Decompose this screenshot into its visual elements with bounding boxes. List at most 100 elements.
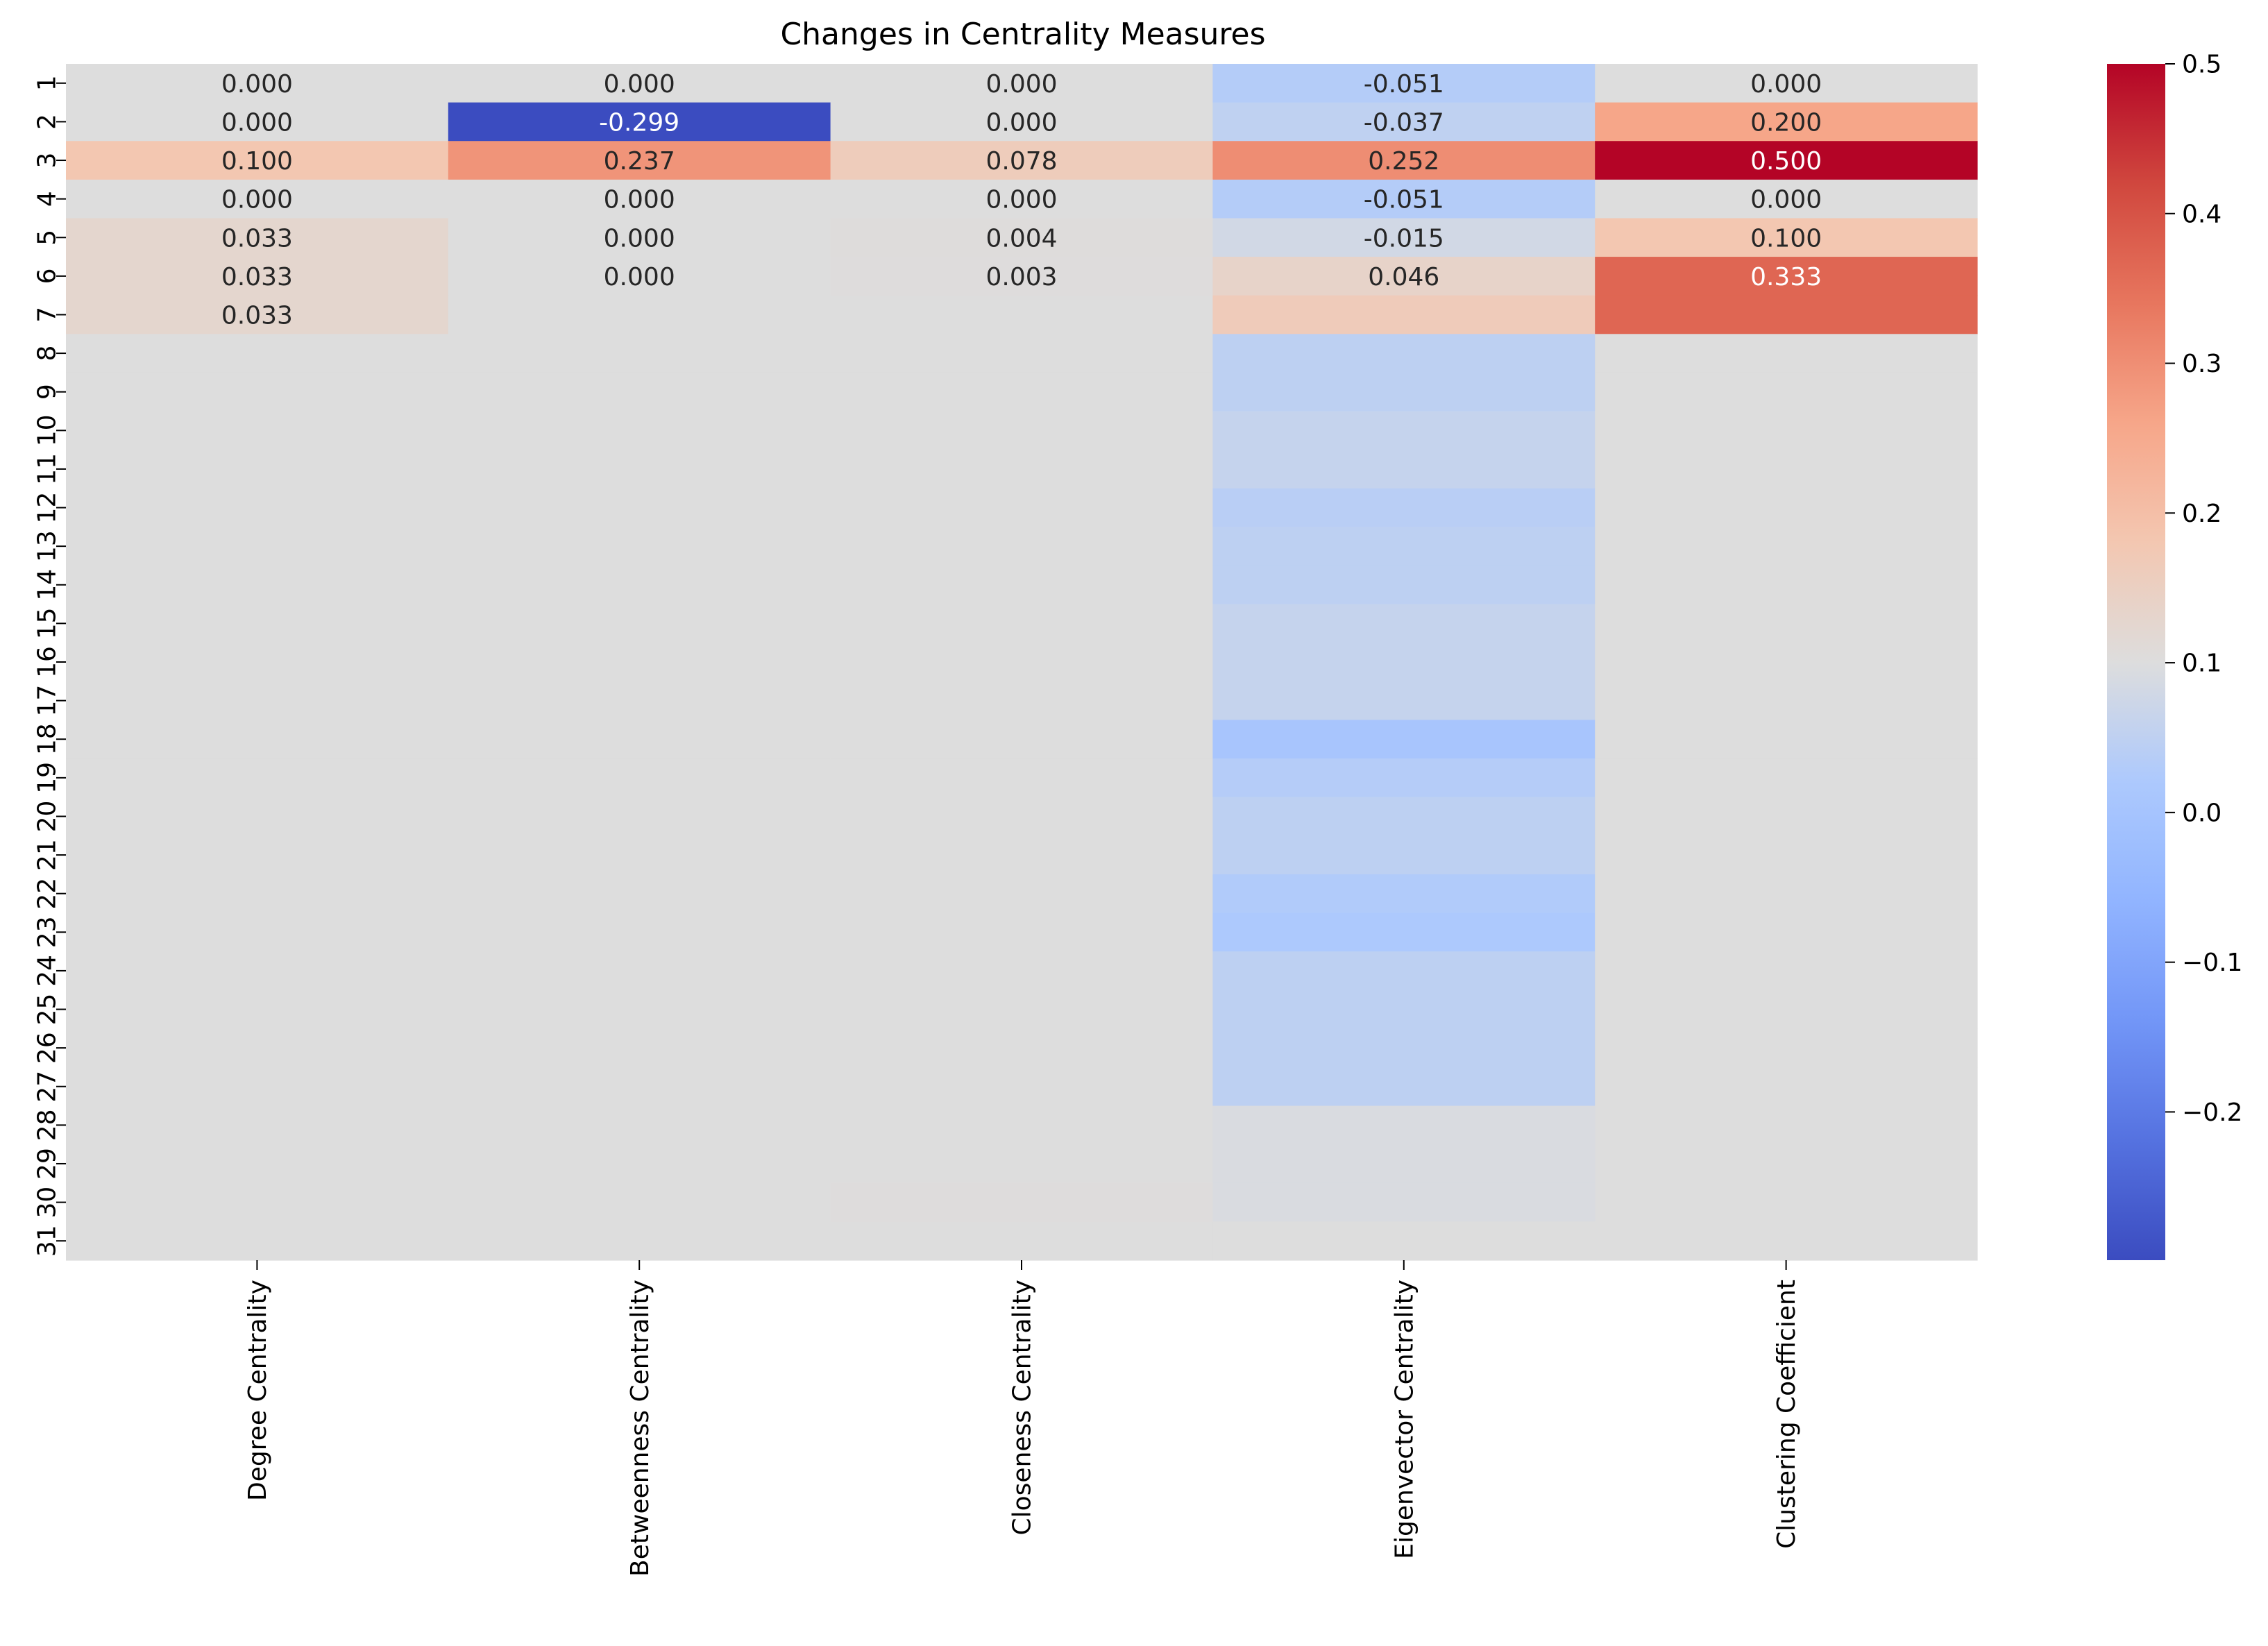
y-tick-label: 14 xyxy=(33,569,62,601)
heatmap-cell xyxy=(830,372,1213,412)
heatmap-cell xyxy=(1212,681,1596,721)
y-tick-label: 17 xyxy=(33,685,62,717)
heatmap-cell xyxy=(1212,372,1596,412)
heatmap-cell xyxy=(1595,1105,1978,1145)
cell-annotation: 0.000 xyxy=(221,70,293,99)
heatmap-cell xyxy=(66,218,449,257)
heatmap-cell xyxy=(66,643,449,682)
heatmap-cell xyxy=(1595,295,1978,334)
heatmap-cell xyxy=(448,257,831,296)
heatmap-cell xyxy=(66,64,449,103)
heatmap-cell xyxy=(66,179,449,219)
heatmap-cell xyxy=(1212,527,1596,566)
heatmap-cell xyxy=(448,990,831,1029)
heatmap-cell xyxy=(448,835,831,875)
heatmap-cell xyxy=(1595,604,1978,643)
chart-title: Changes in Centrality Measures xyxy=(780,17,1265,52)
heatmap-cell xyxy=(66,720,449,759)
heatmap-cell xyxy=(1212,257,1596,296)
cell-annotations: 0.000 0.000 0.000 -0.051 0.000 0.000 -0.299 0.0… xyxy=(221,70,1822,330)
heatmap-cell xyxy=(1595,758,1978,798)
heatmap-cell xyxy=(1212,990,1596,1029)
heatmap-cell xyxy=(66,874,449,914)
cell-annotation: 0.000 xyxy=(221,186,293,214)
heatmap-cell xyxy=(1212,1105,1596,1145)
cell-annotation: 0.000 xyxy=(221,108,293,137)
heatmap-cell xyxy=(66,527,449,566)
heatmap-cell xyxy=(1212,1067,1596,1107)
colorbar-tick-label: −0.2 xyxy=(2182,1098,2242,1127)
heatmap-cell xyxy=(66,1221,449,1261)
x-tick-label: Clustering Coefficient xyxy=(1772,1280,1801,1549)
y-tick-label: 19 xyxy=(33,762,62,794)
colorbar-tick-label: 0.4 xyxy=(2182,200,2222,228)
colorbar-tick-label: −0.1 xyxy=(2182,949,2242,977)
y-tick-label: 3 xyxy=(33,153,62,169)
heatmap-cell xyxy=(448,913,831,952)
heatmap-cell xyxy=(830,643,1213,682)
heatmap-cell xyxy=(66,450,449,489)
y-tick-label: 31 xyxy=(33,1225,62,1257)
heatmap-cell xyxy=(448,450,831,489)
heatmap-cell xyxy=(66,565,449,605)
heatmap-cell xyxy=(1212,411,1596,450)
heatmap-cell xyxy=(1595,565,1978,605)
heatmap-cell xyxy=(830,1182,1213,1222)
cell-annotation: 0.033 xyxy=(221,224,293,253)
heatmap-cell xyxy=(448,565,831,605)
heatmap-cell xyxy=(1595,874,1978,914)
heatmap-cell xyxy=(1212,141,1596,180)
heatmap-cell xyxy=(830,797,1213,836)
cell-annotation: 0.000 xyxy=(985,108,1057,137)
heatmap-cell xyxy=(1212,913,1596,952)
heatmap-cell xyxy=(66,797,449,836)
y-tick-label: 12 xyxy=(33,492,62,524)
y-tick-label: 7 xyxy=(33,307,62,323)
colorbar-tick-label: 0.2 xyxy=(2182,500,2222,528)
heatmap-cell xyxy=(830,720,1213,759)
heatmap-cell xyxy=(448,179,831,219)
heatmap-cell xyxy=(1595,797,1978,836)
heatmap-cell xyxy=(448,1221,831,1261)
heatmap-cell xyxy=(1212,1144,1596,1184)
heatmap-cell xyxy=(1212,797,1596,836)
cell-annotation: 0.000 xyxy=(604,263,675,291)
cell-annotation: 0.100 xyxy=(1750,224,1822,253)
cell-annotation: 0.237 xyxy=(604,147,675,176)
heatmap-cell xyxy=(448,681,831,721)
heatmap-cell xyxy=(1212,604,1596,643)
y-tick-label: 22 xyxy=(33,878,62,910)
heatmap-cell xyxy=(830,527,1213,566)
heatmap-cell xyxy=(830,1221,1213,1261)
y-tick-label: 18 xyxy=(33,723,62,755)
heatmap-cell xyxy=(66,141,449,180)
heatmap-cell xyxy=(66,1067,449,1107)
heatmap-cell xyxy=(830,179,1213,219)
y-tick-label: 11 xyxy=(33,453,62,485)
heatmap-cell xyxy=(448,874,831,914)
heatmap-cell xyxy=(1212,565,1596,605)
heatmap-cell xyxy=(830,835,1213,875)
heatmap-cell xyxy=(1212,951,1596,991)
heatmap-cell xyxy=(830,604,1213,643)
heatmap-cell xyxy=(448,1105,831,1145)
heatmap-cell xyxy=(448,372,831,412)
cell-annotation: 0.100 xyxy=(221,147,293,176)
heatmap-cells xyxy=(66,64,1978,1261)
cell-annotation: 0.000 xyxy=(985,186,1057,214)
heatmap-cell xyxy=(1212,450,1596,489)
heatmap-cell xyxy=(66,334,449,373)
heatmap-cell xyxy=(1595,141,1978,180)
heatmap-cell xyxy=(1595,720,1978,759)
heatmap-cell xyxy=(448,758,831,798)
x-tick-label: Degree Centrality xyxy=(244,1280,272,1501)
heatmap-cell xyxy=(66,913,449,952)
cell-annotation: 0.003 xyxy=(985,263,1057,291)
heatmap-cell xyxy=(830,565,1213,605)
heatmap-cell xyxy=(830,1144,1213,1184)
heatmap-cell xyxy=(66,604,449,643)
x-tick-label: Betweenness Centrality xyxy=(626,1280,654,1577)
y-tick-label: 26 xyxy=(33,1032,62,1064)
heatmap-cell xyxy=(66,1182,449,1222)
heatmap-cell xyxy=(1595,990,1978,1029)
